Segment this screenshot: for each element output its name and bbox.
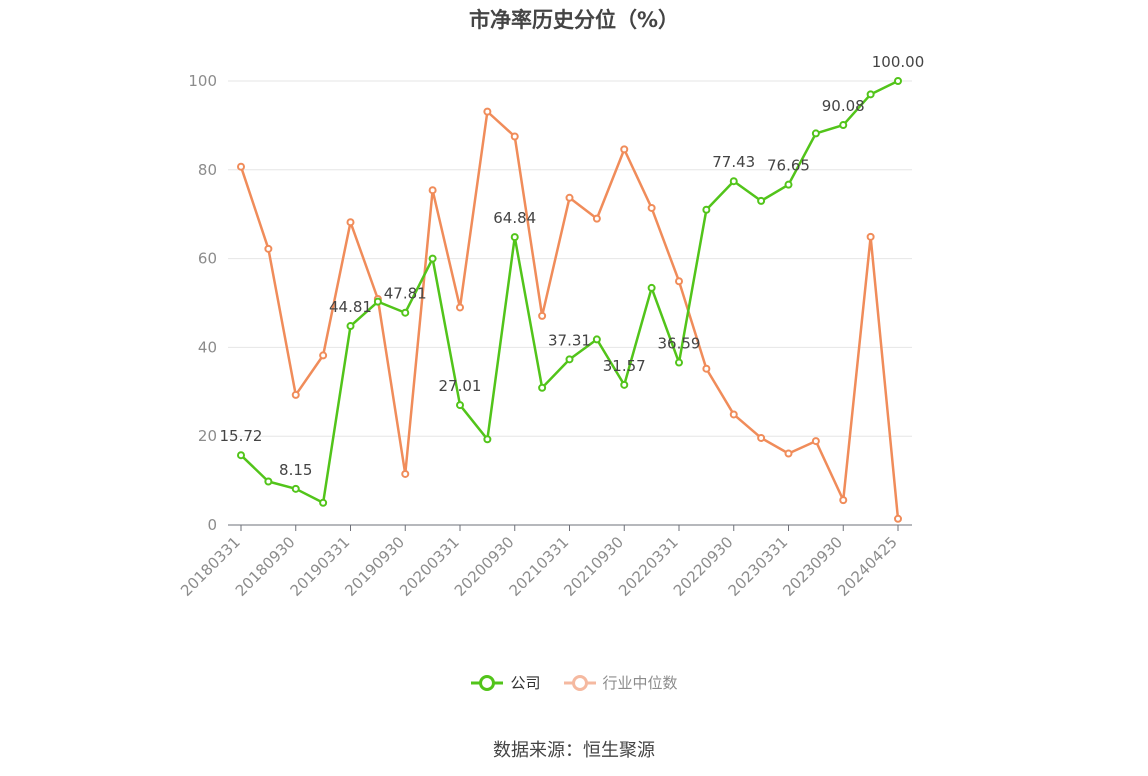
legend-label-industry-median: 行业中位数 (602, 674, 678, 692)
data-point-0 (401, 308, 410, 317)
data-point-0 (291, 484, 300, 493)
data-point-1 (346, 218, 355, 227)
data-label: 64.84 (493, 209, 536, 227)
data-labels: 15.72 8.15 44.81 47.81 27.01 64.84 37.31 31.57 3… (220, 53, 925, 479)
data-point-0 (456, 401, 464, 410)
legend-label-company: 公司 (510, 674, 541, 692)
data-source: 数据来源：恒生聚源 (493, 740, 655, 761)
y-tick-label: 40 (198, 338, 217, 356)
data-point-1 (483, 107, 492, 116)
data-point-1 (538, 311, 547, 320)
data-point-1 (237, 162, 245, 171)
data-label: 76.65 (767, 157, 810, 175)
data-point-0 (428, 254, 437, 263)
data-point-1 (565, 193, 574, 202)
data-point-1 (729, 410, 738, 419)
data-point-1 (894, 514, 902, 523)
data-label: 36.59 (658, 335, 701, 353)
data-point-1 (811, 437, 820, 446)
legend: 公司 行业中位数 (0, 672, 1148, 693)
data-point-1 (319, 351, 328, 360)
data-point-1 (702, 364, 711, 373)
y-tick-label: 0 (207, 516, 217, 534)
data-point-0 (264, 477, 273, 486)
data-label: 47.81 (384, 285, 427, 303)
data-point-0 (565, 355, 574, 364)
data-point-1 (510, 132, 519, 141)
data-point-1 (620, 145, 629, 154)
data-label: 15.72 (220, 427, 263, 445)
data-point-0 (319, 498, 328, 507)
data-point-1 (784, 449, 793, 458)
data-point-0 (702, 205, 711, 214)
data-point-1 (647, 203, 656, 212)
data-label: 100.00 (872, 53, 925, 71)
data-point-1 (866, 232, 875, 241)
data-point-1 (757, 433, 766, 442)
y-tick-label: 60 (198, 250, 217, 268)
data-point-1 (291, 390, 300, 399)
data-point-0 (675, 358, 683, 367)
data-point-0 (538, 383, 547, 392)
x-axis: 2018033120180930201903312019093020200331… (177, 524, 912, 600)
data-point-1 (428, 186, 437, 195)
y-tick-label: 80 (198, 161, 217, 179)
legend-item-industry-median[interactable]: 行业中位数 (563, 672, 678, 693)
data-point-1 (675, 277, 683, 286)
series-lines (237, 77, 902, 523)
y-tick-label: 100 (188, 72, 217, 90)
data-point-0 (866, 90, 875, 99)
grid-lines (228, 80, 912, 437)
legend-company-marker-icon (471, 674, 504, 691)
series-line-0 (240, 79, 899, 505)
data-label: 8.15 (279, 461, 312, 479)
data-label: 31.57 (603, 357, 646, 375)
data-point-0 (729, 177, 738, 186)
data-point-0 (592, 335, 601, 344)
y-axis-ticks: 0 20 40 60 80 100 (188, 72, 217, 534)
x-tick-label: 20240425 (834, 533, 901, 600)
data-point-0 (757, 196, 766, 205)
data-point-1 (456, 303, 464, 312)
data-label: 77.43 (712, 153, 755, 171)
legend-industry-marker-icon (563, 674, 596, 691)
data-point-1 (839, 496, 848, 505)
chart-title: 市净率历史分位（%） (468, 8, 680, 32)
data-point-0 (346, 322, 355, 331)
data-point-1 (401, 469, 410, 478)
data-point-0 (373, 297, 382, 306)
data-point-0 (510, 233, 519, 242)
y-tick-label: 20 (198, 427, 217, 445)
data-label: 90.08 (822, 97, 865, 115)
data-label: 44.81 (329, 298, 372, 316)
legend-item-company[interactable]: 公司 (470, 672, 541, 693)
data-point-1 (264, 244, 273, 253)
data-label: 27.01 (439, 377, 482, 395)
data-point-0 (620, 380, 629, 389)
data-label: 37.31 (548, 331, 591, 349)
data-point-0 (839, 121, 848, 130)
data-point-0 (811, 129, 820, 138)
data-point-0 (483, 435, 492, 444)
data-point-0 (784, 180, 793, 189)
data-point-0 (237, 451, 245, 460)
data-point-0 (894, 77, 902, 85)
data-point-0 (647, 283, 656, 292)
data-point-1 (592, 214, 601, 223)
